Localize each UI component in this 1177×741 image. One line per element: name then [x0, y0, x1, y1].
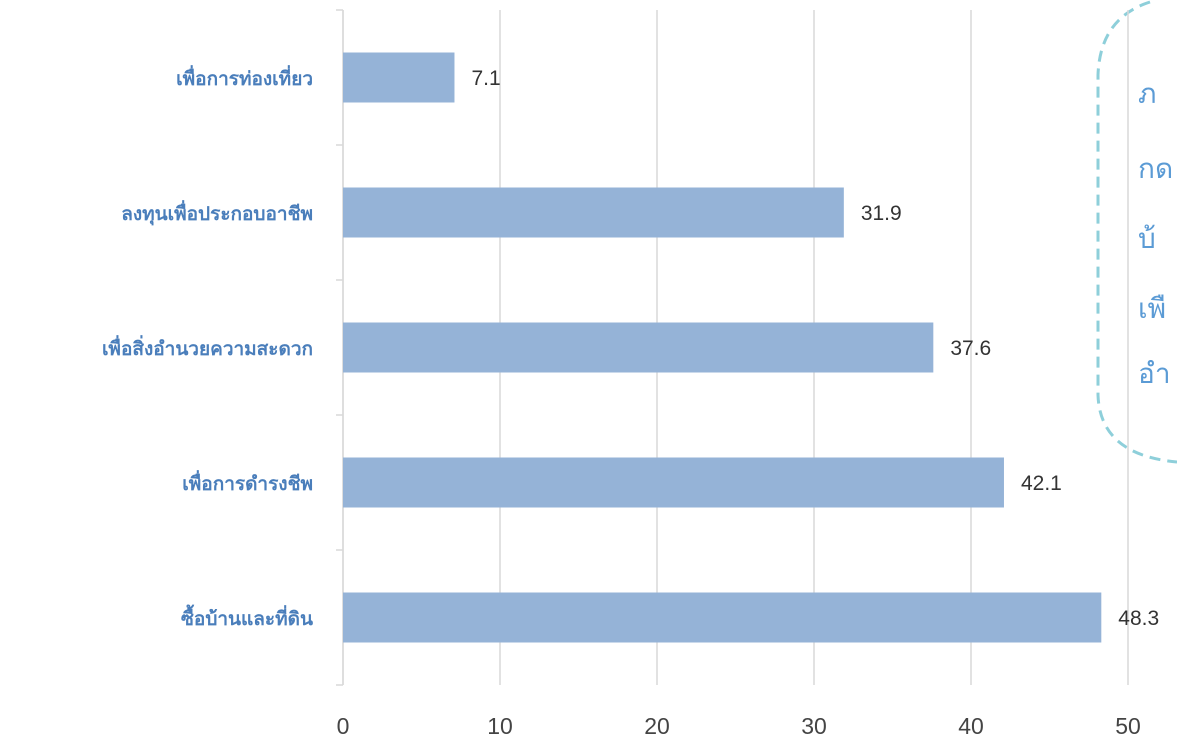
value-label: 42.1 — [1021, 472, 1062, 495]
annotation-line: บ้ — [1138, 222, 1156, 255]
bar — [343, 592, 1102, 643]
bar — [343, 187, 844, 238]
value-label: 31.9 — [861, 202, 902, 225]
y-tick-label: ซื้อบ้านและที่ดิน — [181, 604, 313, 630]
y-tick-label: ลงทุนเพื่อประกอบอาชีพ — [121, 200, 313, 226]
bar — [343, 322, 934, 373]
bar — [343, 457, 1004, 508]
annotation-line: อำ — [1138, 357, 1171, 390]
x-tick-label: 40 — [958, 713, 984, 739]
x-tick-label: 20 — [644, 713, 670, 739]
value-label: 48.3 — [1118, 607, 1159, 630]
annotation-line: กด — [1138, 152, 1173, 185]
x-tick-label: 10 — [487, 713, 513, 739]
y-tick-label: เพื่อการท่องเที่ยว — [176, 65, 313, 90]
y-tick-label: เพื่อการดำรงชีพ — [182, 470, 313, 495]
annotation-line: ภ — [1138, 77, 1156, 110]
callout-border — [1096, 0, 1177, 464]
y-tick-label: เพื่อสิ่งอำนวยความสะดวก — [102, 335, 313, 360]
value-label: 37.6 — [950, 337, 991, 360]
x-tick-label: 0 — [337, 713, 350, 739]
value-label: 7.1 — [471, 67, 500, 90]
annotation-line: เพื — [1138, 292, 1166, 325]
x-tick-label: 30 — [801, 713, 827, 739]
bar — [343, 52, 455, 103]
x-tick-label: 50 — [1115, 713, 1141, 739]
